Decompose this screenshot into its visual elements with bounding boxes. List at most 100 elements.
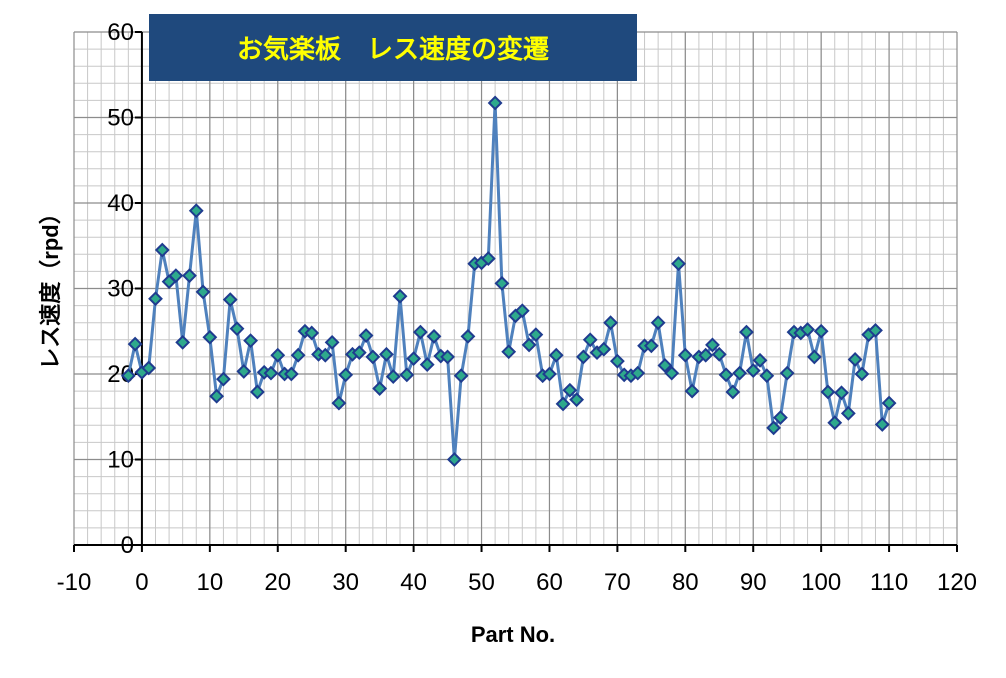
data-point-marker: [154, 242, 170, 258]
data-point-marker: [813, 323, 829, 339]
data-point-marker: [372, 381, 388, 396]
data-point-marker: [392, 288, 408, 304]
data-point-marker: [209, 388, 225, 404]
x-tick-label: 100: [801, 569, 841, 596]
data-point-marker: [358, 328, 374, 343]
data-point-marker: [351, 345, 367, 361]
data-point-marker: [576, 349, 591, 365]
x-tick-label: 80: [672, 569, 699, 596]
data-point-marker: [847, 352, 863, 367]
data-point-marker: [243, 333, 259, 349]
data-point-marker: [752, 352, 768, 368]
data-point-marker: [820, 384, 836, 400]
data-point-marker: [236, 364, 252, 379]
x-tick-label: 90: [740, 569, 767, 596]
data-point-marker: [222, 292, 238, 308]
data-point-marker: [440, 349, 455, 365]
axes: [73, 31, 958, 552]
data-point-marker: [827, 415, 843, 431]
data-point-marker: [283, 366, 299, 382]
data-point-marker: [834, 385, 849, 401]
data-point-marker: [643, 338, 659, 354]
data-point-marker: [406, 351, 422, 367]
data-point-marker: [555, 396, 571, 412]
data-point-marker: [881, 395, 897, 411]
y-axis-title: レス速度（rpd）: [38, 202, 63, 369]
data-point-marker: [480, 251, 496, 266]
data-point-marker: [324, 334, 340, 350]
data-point-marker: [739, 324, 754, 340]
data-point-marker: [664, 365, 680, 381]
data-point-marker: [528, 327, 544, 343]
x-tick-labels: -10 0 10 20 30 40 50 60 70 80 90 100 110 120: [57, 569, 977, 596]
data-point-marker: [426, 328, 442, 344]
data-point-marker: [548, 347, 564, 363]
y-tick-label: 0: [121, 532, 134, 559]
data-point-marker: [399, 367, 415, 383]
data-point-marker: [630, 365, 646, 381]
chart-title: お気楽板 レス速度の変遷: [237, 34, 549, 65]
x-tick-label: 60: [536, 569, 563, 596]
data-point-marker: [684, 383, 700, 399]
data-point-marker: [705, 337, 720, 353]
data-point-marker: [460, 328, 476, 344]
x-tick-label: 20: [264, 569, 291, 596]
data-point-marker: [759, 368, 775, 384]
data-point-marker: [188, 203, 204, 219]
data-point-marker: [569, 392, 585, 408]
data-point-marker: [840, 405, 856, 421]
data-point-marker: [582, 332, 598, 348]
x-tick-label: 70: [604, 569, 631, 596]
data-point-marker: [487, 95, 503, 111]
data-point-marker: [338, 367, 354, 383]
data-point-marker: [317, 347, 333, 363]
data-point-marker: [868, 322, 883, 338]
y-tick-label: 50: [107, 105, 134, 132]
data-point-marker: [202, 329, 218, 345]
data-point-marker: [779, 365, 795, 381]
data-point-marker: [229, 321, 245, 337]
data-point-marker: [718, 367, 734, 383]
data-point-marker: [263, 365, 279, 381]
data-point-marker: [542, 366, 557, 382]
y-tick-label: 10: [107, 447, 134, 474]
data-point-marker: [596, 341, 612, 357]
x-axis-title: Part No.: [471, 622, 555, 647]
data-point-marker: [419, 357, 435, 373]
data-point-marker: [120, 368, 136, 384]
data-point-marker: [494, 275, 510, 291]
y-tick-label: 60: [107, 19, 134, 46]
data-point-marker: [711, 346, 727, 362]
data-point-marker: [609, 353, 625, 369]
data-point-marker: [412, 324, 428, 340]
y-tick-label: 40: [107, 190, 134, 217]
data-point-marker: [800, 322, 815, 337]
data-point-marker: [168, 268, 184, 284]
data-point-marker: [148, 291, 163, 307]
data-point-marker: [175, 334, 191, 350]
x-tick-label: 50: [468, 569, 495, 596]
data-point-marker: [650, 315, 666, 331]
data-point-marker: [745, 363, 761, 378]
data-point-marker: [141, 360, 157, 376]
data-point-marker: [453, 368, 469, 384]
data-point-marker: [446, 452, 462, 467]
data-point-marker: [304, 325, 320, 341]
chart-title-box: お気楽板 レス速度の変遷: [149, 14, 637, 81]
data-point-marker: [249, 384, 265, 400]
data-point-marker: [331, 395, 347, 411]
data-point-marker: [385, 369, 401, 384]
data-point-marker: [562, 382, 578, 398]
data-point-marker: [127, 336, 143, 352]
x-tick-label: 40: [400, 569, 427, 596]
x-tick-label: 110: [870, 569, 908, 596]
x-tick-label: 120: [937, 569, 977, 596]
data-point-marker: [195, 284, 211, 300]
data-point-marker: [725, 384, 741, 400]
data-point-marker: [290, 347, 306, 363]
data-point-marker: [379, 346, 394, 362]
data-point-marker: [182, 268, 197, 284]
x-tick-label: -10: [57, 569, 92, 596]
data-point-marker: [772, 410, 788, 426]
